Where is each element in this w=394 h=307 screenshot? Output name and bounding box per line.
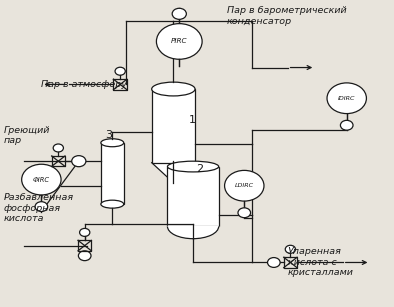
Text: Разбавленная
фосфорная
кислота: Разбавленная фосфорная кислота <box>4 193 74 223</box>
Circle shape <box>327 83 366 114</box>
Circle shape <box>115 67 125 75</box>
Circle shape <box>238 208 251 218</box>
Circle shape <box>156 24 202 59</box>
Bar <box>167 166 219 227</box>
Text: LDIRC: LDIRC <box>235 183 254 188</box>
Circle shape <box>268 258 280 267</box>
Text: 3: 3 <box>106 130 113 140</box>
Circle shape <box>172 8 186 19</box>
Circle shape <box>80 228 90 236</box>
Circle shape <box>78 251 91 261</box>
Text: IDIRC: IDIRC <box>338 96 355 101</box>
Circle shape <box>340 120 353 130</box>
Text: PIRC: PIRC <box>171 38 188 45</box>
Bar <box>152 89 195 163</box>
Text: Пар в атмосферу: Пар в атмосферу <box>41 80 127 89</box>
Ellipse shape <box>101 200 124 208</box>
Text: 1: 1 <box>188 115 195 125</box>
Ellipse shape <box>101 139 124 147</box>
Text: Пар в барометрический
конденсатор: Пар в барометрический конденсатор <box>227 6 346 25</box>
Ellipse shape <box>167 161 219 172</box>
Circle shape <box>53 144 63 152</box>
Circle shape <box>285 245 296 253</box>
Text: ФIRC: ФIRC <box>33 177 50 183</box>
Circle shape <box>22 164 61 195</box>
Ellipse shape <box>152 82 195 96</box>
Text: Греющий
пар: Греющий пар <box>4 126 50 145</box>
Bar <box>101 143 124 204</box>
Circle shape <box>225 170 264 201</box>
Text: Упаренная
кислота с
кристаллами: Упаренная кислота с кристаллами <box>288 247 353 277</box>
Text: 2: 2 <box>196 164 203 174</box>
Polygon shape <box>152 163 195 183</box>
Circle shape <box>35 202 48 212</box>
Circle shape <box>72 156 86 167</box>
Polygon shape <box>167 227 219 239</box>
